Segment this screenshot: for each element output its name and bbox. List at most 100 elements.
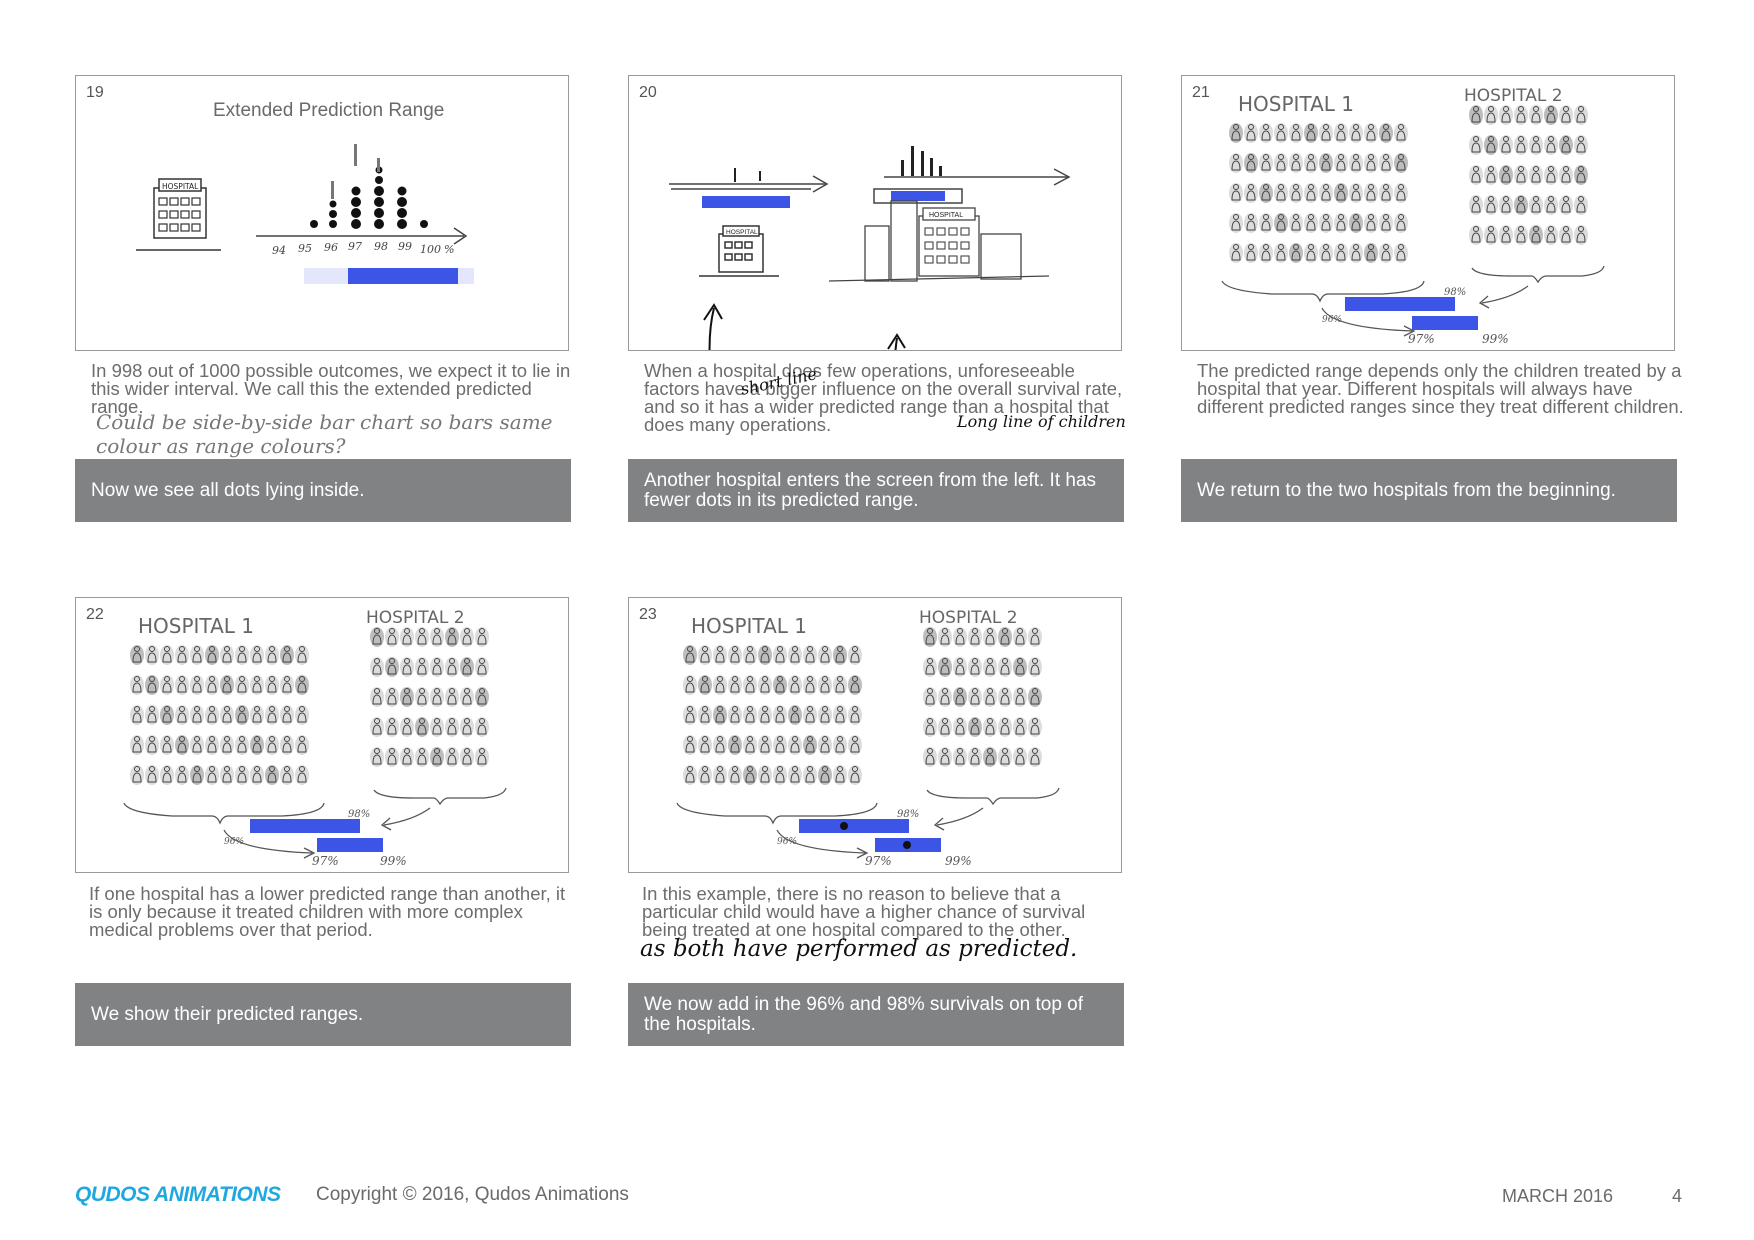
axis-tick: %: [444, 243, 454, 256]
child-figure-icon: [848, 705, 862, 725]
child-figure-icon: [818, 645, 832, 665]
child-figure-icon: [1499, 135, 1513, 155]
child-figure-icon: [280, 705, 294, 725]
child-figure-icon: [1229, 183, 1243, 203]
child-figure-icon: [400, 657, 414, 677]
child-figure-icon: [938, 747, 952, 767]
child-figure-icon: [848, 765, 862, 785]
child-figure-icon: [190, 645, 204, 665]
child-figure-icon: [1574, 135, 1588, 155]
child-figure-icon: [265, 765, 279, 785]
child-figure-icon: [1244, 213, 1258, 233]
hospital-2-label: HOSPITAL 2: [1464, 86, 1563, 106]
pct-label: 99%: [1482, 332, 1509, 346]
child-figure-icon: [250, 705, 264, 725]
child-figure-icon: [250, 675, 264, 695]
hospital-1-label: HOSPITAL 1: [1238, 92, 1354, 116]
hospital-1-range-bar: [1345, 297, 1455, 311]
child-figure-icon: [1364, 213, 1378, 233]
child-figure-icon: [953, 747, 967, 767]
child-figure-icon: [818, 705, 832, 725]
child-figure-icon: [938, 627, 952, 647]
child-figure-icon: [1274, 153, 1288, 173]
survival-marker: [840, 822, 848, 830]
child-figure-icon: [998, 627, 1012, 647]
child-figure-icon: [1259, 153, 1273, 173]
child-figure-icon: [295, 705, 309, 725]
child-figure-icon: [1028, 627, 1042, 647]
child-figure-icon: [475, 717, 489, 737]
caption-text: Another hospital enters the screen from …: [644, 469, 1097, 511]
frame-description: If one hospital has a lower predicted ra…: [89, 883, 566, 940]
child-figure-icon: [1559, 135, 1573, 155]
child-figure-icon: [1469, 195, 1483, 215]
children-grid-hospital-2: [1469, 105, 1588, 245]
axis-tick: 98: [374, 240, 388, 253]
child-figure-icon: [1289, 153, 1303, 173]
child-figure-icon: [983, 717, 997, 737]
child-figure-icon: [460, 717, 474, 737]
child-figure-icon: [1349, 243, 1363, 263]
narrow-range-bar: [891, 191, 945, 201]
pct-label: 97%: [312, 854, 339, 868]
child-figure-icon: [968, 657, 982, 677]
child-figure-icon: [280, 675, 294, 695]
child-figure-icon: [698, 675, 712, 695]
child-figure-icon: [968, 627, 982, 647]
child-figure-icon: [160, 645, 174, 665]
child-figure-icon: [1349, 123, 1363, 143]
child-figure-icon: [1514, 105, 1528, 125]
hospital-2-label: HOSPITAL 2: [366, 608, 465, 628]
child-figure-icon: [1364, 243, 1378, 263]
caption-text: We now add in the 96% and 98% survivals …: [644, 993, 1084, 1035]
child-figure-icon: [1544, 225, 1558, 245]
child-figure-icon: [220, 765, 234, 785]
child-figure-icon: [1013, 747, 1027, 767]
child-figure-icon: [1559, 105, 1573, 125]
child-figure-icon: [1259, 123, 1273, 143]
child-figure-icon: [370, 717, 384, 737]
child-figure-icon: [788, 765, 802, 785]
pct-label: 96%: [1322, 315, 1342, 325]
child-figure-icon: [743, 765, 757, 785]
child-figure-icon: [130, 735, 144, 755]
child-figure-icon: [370, 627, 384, 647]
child-figure-icon: [1529, 105, 1543, 125]
pct-label: 97%: [1408, 332, 1435, 346]
child-figure-icon: [130, 645, 144, 665]
child-figure-icon: [758, 705, 772, 725]
child-figure-icon: [833, 735, 847, 755]
child-figure-icon: [265, 675, 279, 695]
child-figure-icon: [683, 765, 697, 785]
child-figure-icon: [683, 705, 697, 725]
child-figure-icon: [1469, 135, 1483, 155]
child-figure-icon: [400, 687, 414, 707]
child-figure-icon: [1544, 195, 1558, 215]
child-figure-icon: [385, 627, 399, 647]
child-figure-icon: [743, 675, 757, 695]
child-figure-icon: [220, 735, 234, 755]
child-figure-icon: [1379, 213, 1393, 233]
child-figure-icon: [1379, 243, 1393, 263]
child-figure-icon: [1013, 627, 1027, 647]
child-figure-icon: [1574, 225, 1588, 245]
child-figure-icon: [923, 657, 937, 677]
building-sign: HOSPITAL: [929, 212, 963, 219]
child-figure-icon: [683, 675, 697, 695]
frame-sketch: HOSPITAL 1 HOSPITAL 2 96% 97% 98% 99%: [123, 608, 507, 868]
child-figure-icon: [923, 717, 937, 737]
child-figure-icon: [370, 747, 384, 767]
child-figure-icon: [1574, 165, 1588, 185]
child-figure-icon: [415, 687, 429, 707]
pct-label: 99%: [945, 854, 972, 868]
child-figure-icon: [1244, 183, 1258, 203]
child-figure-icon: [385, 717, 399, 737]
child-figure-icon: [1514, 165, 1528, 185]
child-figure-icon: [1559, 165, 1573, 185]
child-figure-icon: [1469, 105, 1483, 125]
storyboard-frame-22: 22 HOSPITAL 1 HOSPITAL 2 96% 97% 98% 99%: [75, 597, 569, 873]
child-figure-icon: [788, 645, 802, 665]
pct-label: 96%: [777, 837, 797, 847]
child-figure-icon: [175, 675, 189, 695]
frame-number: 22: [86, 606, 104, 623]
